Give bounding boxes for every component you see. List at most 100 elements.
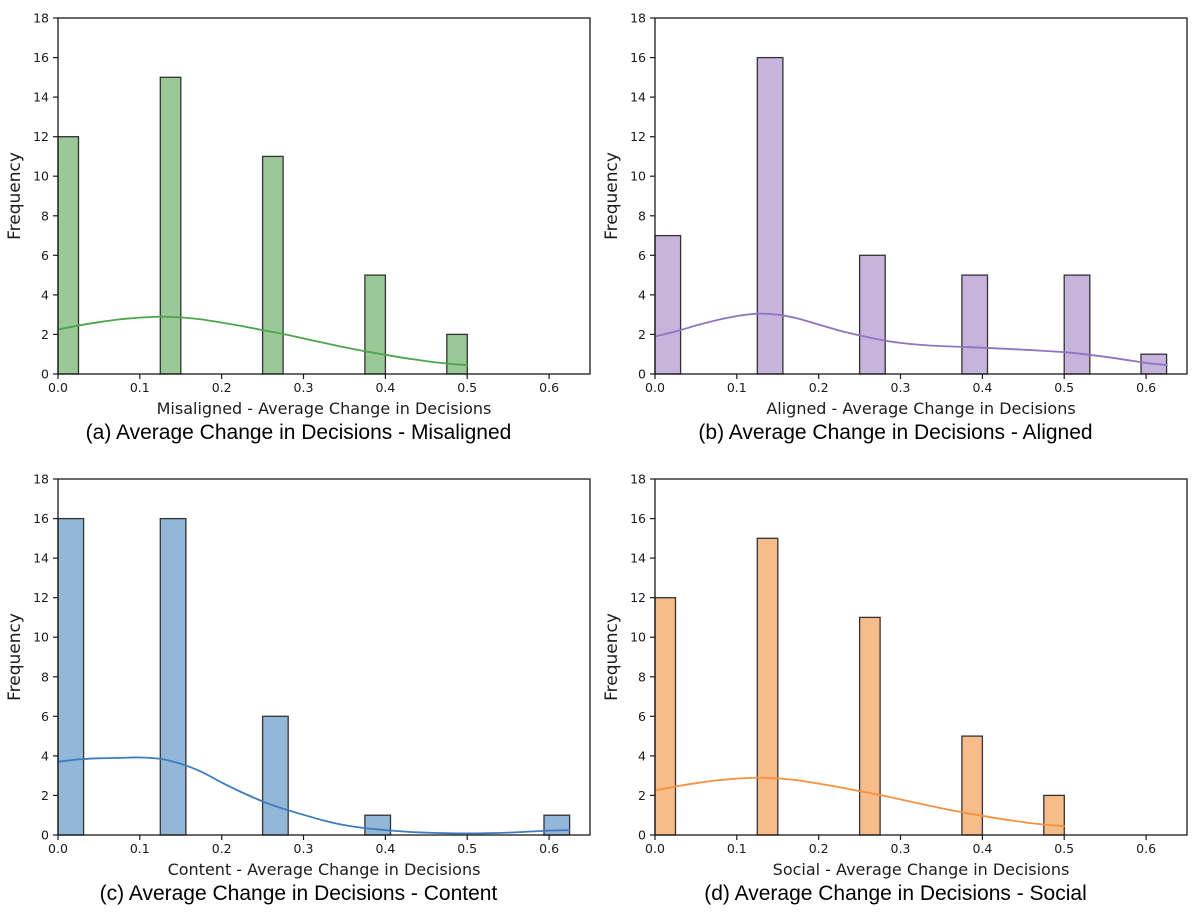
x-tick-label: 0.6 [1136, 841, 1156, 856]
y-tick-label: 14 [33, 90, 49, 105]
y-tick-label: 0 [41, 367, 49, 382]
kde-curve [654, 776, 1066, 827]
x-tick-label: 0.6 [1136, 380, 1156, 395]
y-tick-label: 2 [638, 327, 646, 342]
y-axis-label: Frequency [5, 613, 25, 701]
y-tick-label: 18 [630, 11, 646, 26]
y-tick-label: 2 [638, 788, 646, 803]
histogram-chart-misaligned: 0.0 0.1 0.2 0.3 0.4 0.5 0.6 0 2 4 6 8 10 12 14 16 18 Misa… [5, 11, 591, 418]
y-axis-label: Frequency [602, 152, 622, 240]
y-tick-label: 4 [41, 748, 49, 763]
histogram-bar [961, 274, 989, 375]
y-tick-label: 4 [638, 287, 646, 302]
y-tick-label: 10 [630, 630, 646, 645]
histogram-chart-content: 0.0 0.1 0.2 0.3 0.4 0.5 0.6 0 2 4 6 8 10 12 14 16 18 Cont… [5, 472, 591, 879]
histogram-bar [961, 735, 984, 836]
histogram-chart-social: 0.0 0.1 0.2 0.3 0.4 0.5 0.6 0 2 4 6 8 10 12 14 16 18 Soci… [602, 472, 1188, 879]
x-tick-label: 0.1 [130, 380, 150, 395]
kde-curve [57, 756, 571, 835]
y-tick-label: 12 [630, 129, 646, 144]
y-tick-label: 16 [630, 50, 646, 65]
y-tick-label: 6 [638, 248, 646, 263]
y-tick-label: 2 [41, 788, 49, 803]
x-tick-label: 0.2 [212, 380, 232, 395]
x-tick-label: 0.1 [727, 841, 747, 856]
y-tick-label: 14 [630, 551, 646, 566]
y-tick-label: 18 [33, 11, 49, 26]
y-tick-label: 8 [41, 208, 49, 223]
y-tick-label: 10 [33, 169, 49, 184]
kde-curve [654, 312, 1168, 366]
x-axis-label: Content - Average Change in Decisions [168, 860, 481, 879]
histogram-bar [756, 56, 784, 375]
x-tick-label: 0.0 [645, 380, 665, 395]
histogram-bar [654, 234, 682, 375]
histogram-bar [446, 333, 468, 375]
x-tick-label: 0.3 [294, 380, 314, 395]
x-tick-label: 0.4 [972, 380, 992, 395]
y-tick-label: 14 [33, 551, 49, 566]
y-tick-label: 12 [630, 590, 646, 605]
panel-a: 0.0 0.1 0.2 0.3 0.4 0.5 0.6 0 2 4 6 8 10 12 14 16 18 Misa… [0, 0, 597, 461]
y-tick-label: 18 [630, 472, 646, 487]
y-tick-label: 6 [41, 248, 49, 263]
x-tick-label: 0.0 [48, 841, 68, 856]
x-tick-label: 0.2 [809, 380, 829, 395]
x-tick-label: 0.4 [375, 841, 395, 856]
histogram-bar [1063, 274, 1091, 375]
panel-d: 0.0 0.1 0.2 0.3 0.4 0.5 0.6 0 2 4 6 8 10 12 14 16 18 Soci… [597, 461, 1194, 922]
histogram-bar [858, 616, 881, 836]
histogram-bar [654, 597, 677, 836]
y-tick-label: 8 [638, 669, 646, 684]
x-tick-label: 0.0 [645, 841, 665, 856]
panel-caption: (d) Average Change in Decisions - Social [704, 882, 1087, 905]
y-tick-label: 8 [638, 208, 646, 223]
histogram-bar [364, 274, 387, 375]
panel-c: 0.0 0.1 0.2 0.3 0.4 0.5 0.6 0 2 4 6 8 10 12 14 16 18 Cont… [0, 461, 597, 922]
y-tick-label: 8 [41, 669, 49, 684]
x-tick-label: 0.3 [891, 380, 911, 395]
histogram-bar [159, 76, 182, 375]
histogram-bar [261, 155, 284, 375]
y-tick-label: 4 [41, 287, 49, 302]
axes-box [57, 17, 591, 375]
x-axis-label: Aligned - Average Change in Decisions [766, 399, 1075, 418]
panel-caption: (c) Average Change in Decisions - Conten… [99, 882, 498, 905]
histogram-bar [159, 517, 187, 836]
y-axis-label: Frequency [5, 152, 25, 240]
x-tick-label: 0.4 [375, 380, 395, 395]
y-tick-label: 12 [33, 590, 49, 605]
histogram-bar [261, 715, 289, 836]
histogram-bar [57, 136, 80, 375]
kde-curve [57, 315, 469, 366]
histogram-bar [543, 814, 571, 836]
y-tick-label: 16 [33, 511, 49, 526]
x-tick-label: 0.1 [130, 841, 150, 856]
y-tick-label: 10 [33, 630, 49, 645]
axes-box [654, 17, 1188, 375]
y-tick-label: 6 [41, 709, 49, 724]
y-tick-label: 0 [638, 828, 646, 843]
histogram-bar [858, 254, 886, 375]
x-tick-label: 0.1 [727, 380, 747, 395]
x-tick-label: 0.4 [972, 841, 992, 856]
axes-box [654, 478, 1188, 836]
histogram-chart-aligned: 0.0 0.1 0.2 0.3 0.4 0.5 0.6 0 2 4 6 8 10 12 14 16 18 Alig… [602, 11, 1188, 418]
x-tick-label: 0.2 [212, 841, 232, 856]
histogram-bar [1043, 794, 1065, 836]
x-tick-label: 0.5 [1054, 380, 1074, 395]
y-axis-label: Frequency [602, 613, 622, 701]
histogram-bar [364, 814, 392, 836]
x-tick-label: 0.5 [457, 380, 477, 395]
x-tick-label: 0.3 [891, 841, 911, 856]
y-tick-label: 10 [630, 169, 646, 184]
histogram-bar [57, 517, 85, 836]
x-axis-label: Social - Average Change in Decisions [773, 860, 1070, 879]
panel-b: 0.0 0.1 0.2 0.3 0.4 0.5 0.6 0 2 4 6 8 10 12 14 16 18 Alig… [597, 0, 1194, 461]
panel-caption: (b) Average Change in Decisions - Aligne… [698, 421, 1093, 444]
y-tick-label: 18 [33, 472, 49, 487]
panel-caption: (a) Average Change in Decisions - Misali… [85, 421, 512, 444]
y-tick-label: 6 [638, 709, 646, 724]
y-tick-label: 16 [630, 511, 646, 526]
